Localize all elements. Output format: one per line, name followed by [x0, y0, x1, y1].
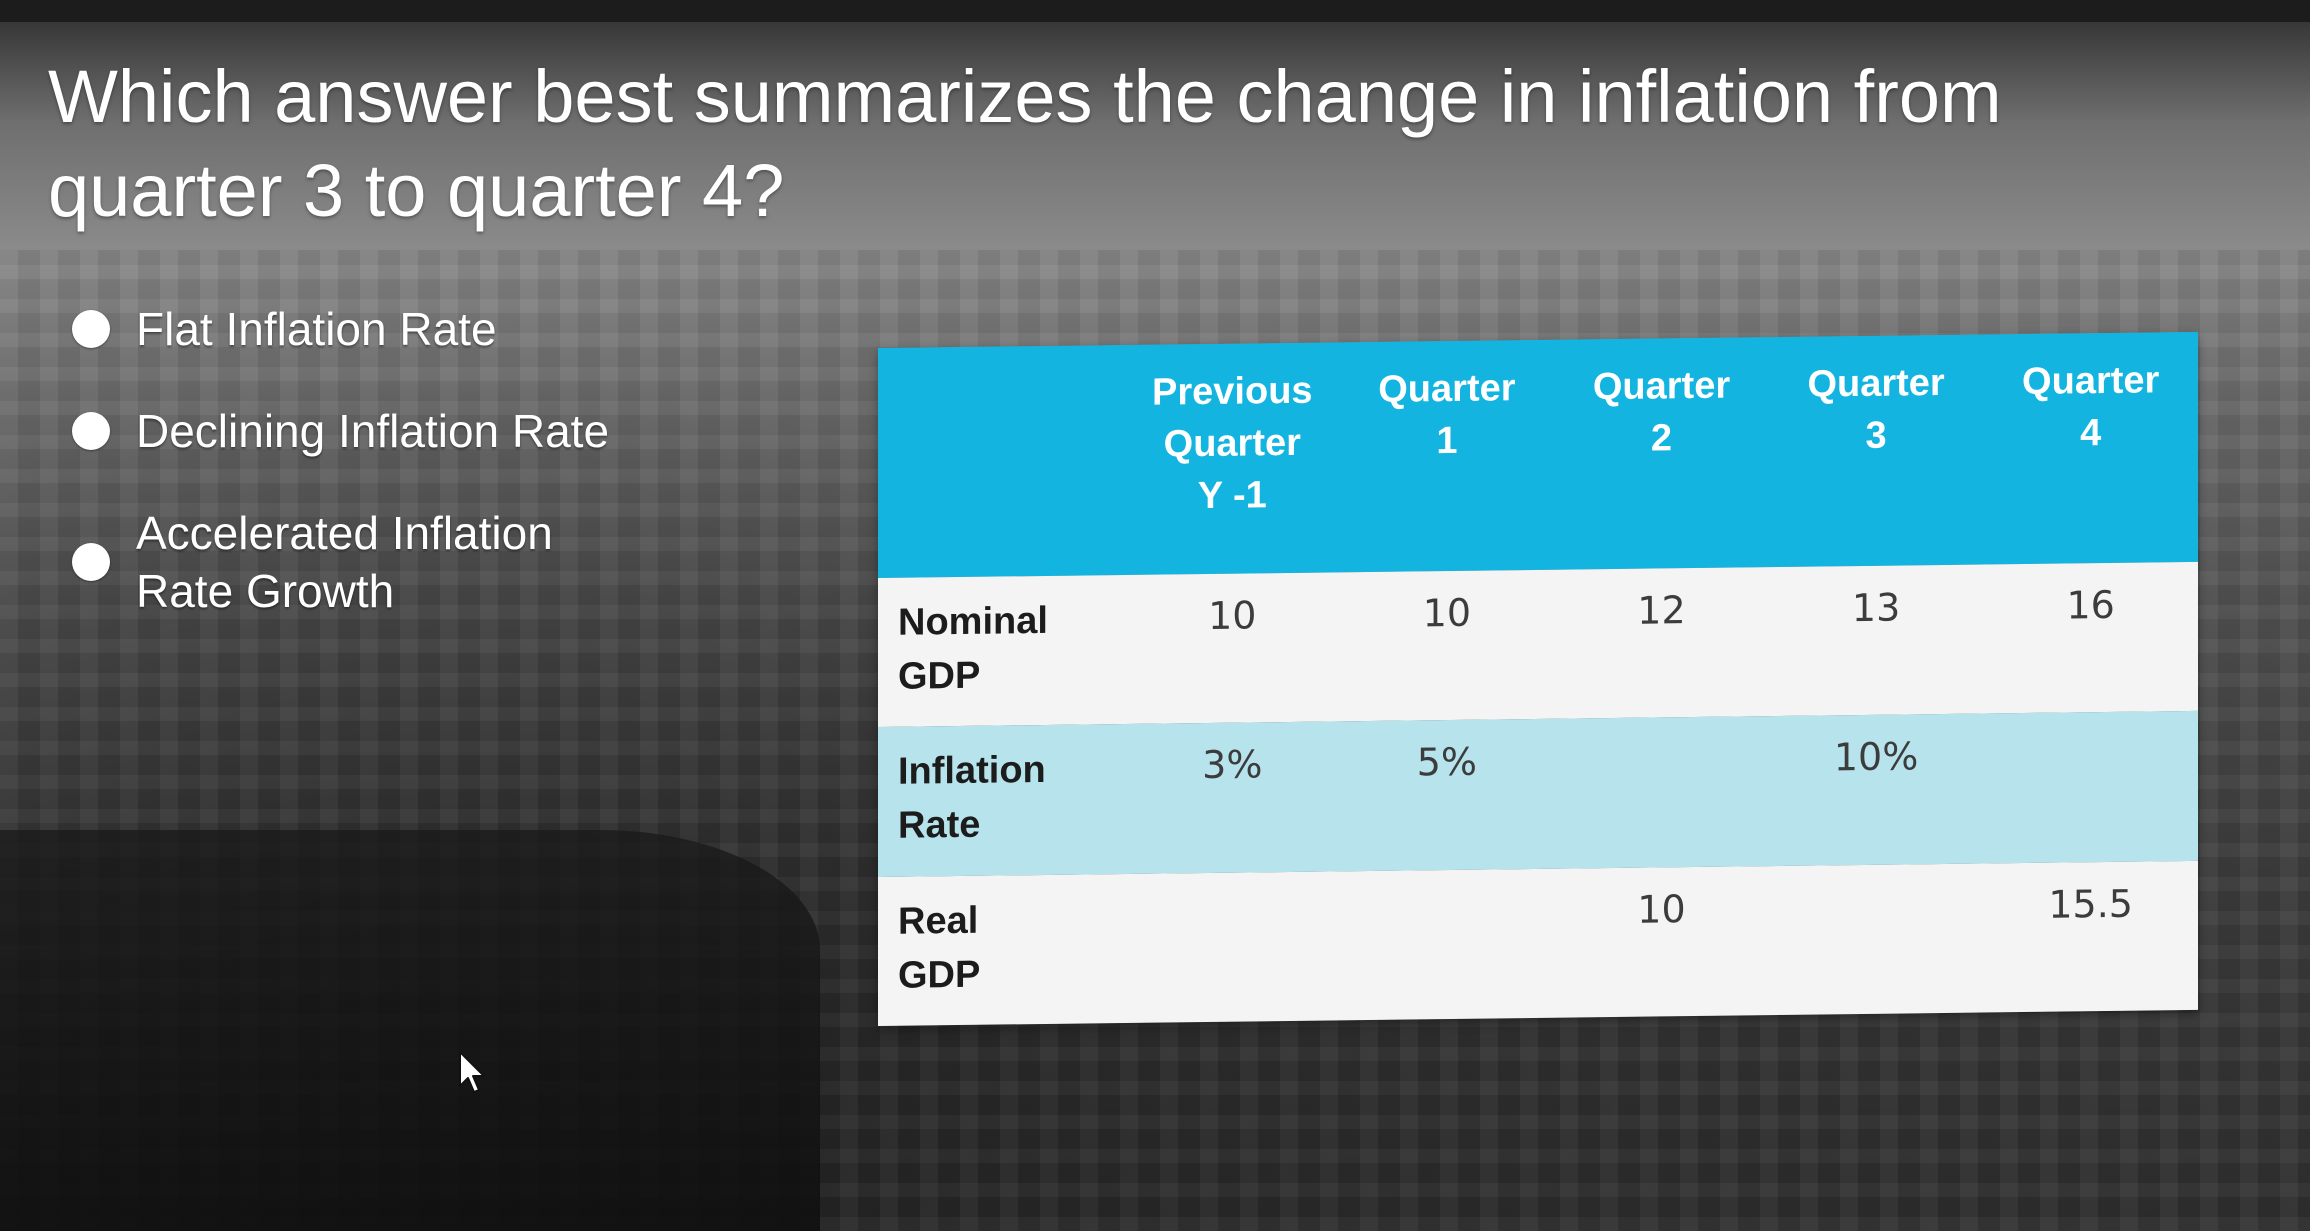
row-header: Nominal GDP [898, 599, 1048, 698]
option-declining-inflation[interactable]: Declining Inflation Rate [72, 402, 632, 460]
table-cell [1340, 868, 1555, 1020]
table-cell: 13 [1851, 585, 1901, 631]
column-header: Quarter 2 [1592, 364, 1731, 460]
option-label: Declining Inflation Rate [136, 405, 610, 457]
table-cell [1983, 711, 2198, 863]
top-bezel [0, 0, 2310, 22]
radio-button-icon[interactable] [72, 543, 110, 581]
table-cell [1769, 863, 1984, 1015]
background-water [0, 830, 820, 1231]
table-cell [1554, 716, 1769, 868]
radio-button-icon[interactable] [72, 412, 110, 450]
column-header: Quarter 3 [1807, 361, 1945, 457]
table-cell: 10 [1637, 886, 1686, 932]
table-cell: 10 [1422, 590, 1472, 636]
row-header: Inflation Rate [898, 749, 1046, 848]
answer-options: Flat Inflation Rate Declining Inflation … [72, 300, 632, 664]
table-corner-cell [878, 345, 1125, 578]
table-cell: 16 [2066, 582, 2115, 628]
table-cell: 3% [1202, 742, 1263, 788]
data-table: Previous Quarter Y -1 Quarter 1 Quarter … [878, 331, 2198, 1026]
question-text: Which answer best summarizes the change … [48, 55, 2002, 232]
option-label: Flat Inflation Rate [136, 303, 497, 355]
mouse-cursor-icon [459, 1051, 485, 1093]
column-header: Quarter 1 [1378, 367, 1516, 463]
row-header: Real GDP [898, 899, 981, 997]
table-cell: 5% [1416, 740, 1478, 785]
option-accelerated-inflation[interactable]: Accelerated Inflation Rate Growth [72, 504, 632, 620]
table-row-nominal-gdp: Nominal GDP 10 10 12 13 16 [878, 561, 2198, 728]
table-header-row: Previous Quarter Y -1 Quarter 1 Quarter … [878, 331, 2198, 578]
table-row-real-gdp: Real GDP 10 15.5 [878, 860, 2198, 1026]
option-flat-inflation[interactable]: Flat Inflation Rate [72, 300, 632, 358]
table-cell: 10 [1208, 593, 1257, 638]
gdp-inflation-table: Previous Quarter Y -1 Quarter 1 Quarter … [878, 331, 2198, 1026]
table-row-inflation-rate: Inflation Rate 3% 5% 10% [878, 711, 2198, 877]
column-header: Previous Quarter Y -1 [1152, 369, 1313, 518]
table-cell: 10% [1833, 734, 1919, 780]
table-cell [1125, 871, 1340, 1023]
table-cell: 15.5 [2048, 881, 2133, 927]
radio-button-icon[interactable] [72, 310, 110, 348]
table-cell: 12 [1637, 588, 1686, 633]
option-label: Accelerated Inflation Rate Growth [136, 507, 553, 617]
column-header: Quarter 4 [2022, 359, 2160, 455]
